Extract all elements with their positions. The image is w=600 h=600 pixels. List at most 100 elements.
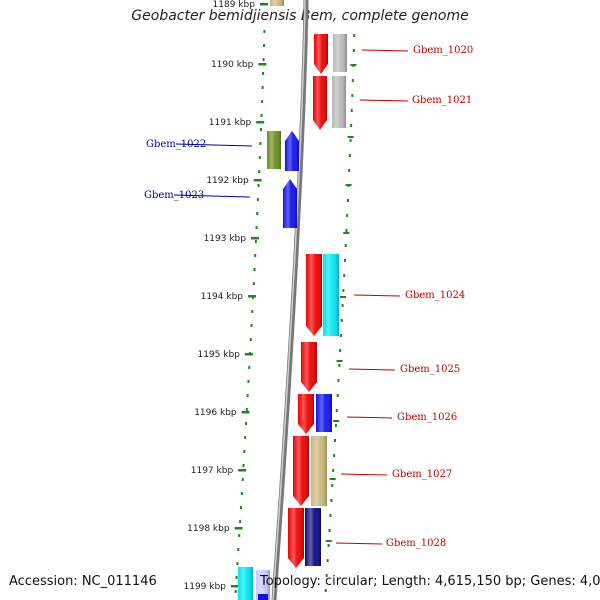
gene-label[interactable]: Gbem_1024 bbox=[405, 290, 465, 301]
tick-label: 1192 kbp bbox=[206, 176, 249, 186]
inner-guide-dot bbox=[262, 58, 265, 61]
tick-mark bbox=[234, 527, 243, 530]
tick-mark bbox=[248, 295, 257, 298]
gene-label[interactable]: Gbem_1025 bbox=[400, 364, 460, 375]
tick-mark bbox=[253, 179, 262, 182]
dotted-ring-guides bbox=[234, 30, 357, 593]
outer-guide-dot bbox=[328, 529, 331, 532]
tick-label: 1195 kbp bbox=[197, 350, 240, 360]
paired-feature-block bbox=[333, 34, 347, 72]
inner-guide-dot bbox=[235, 576, 238, 579]
topology-text: Topology: circular; Length: 4,615,150 bp… bbox=[260, 574, 600, 589]
tick-mark bbox=[230, 585, 239, 588]
outer-guide-dot bbox=[340, 319, 343, 322]
gene-label-leader bbox=[348, 368, 396, 371]
outer-guide-dot bbox=[332, 469, 335, 472]
tick-mark bbox=[258, 63, 267, 66]
gene-label-leader bbox=[173, 194, 251, 198]
genome-backbone bbox=[271, 0, 309, 600]
gene-label-leader bbox=[353, 294, 401, 297]
paired-feature-block bbox=[267, 131, 281, 169]
inner-guide-dot bbox=[250, 324, 253, 327]
tick-label: 1196 kbp bbox=[194, 408, 237, 418]
outer-guide-dot bbox=[337, 379, 340, 382]
outer-guide-dot bbox=[333, 454, 336, 457]
outer-guide-tick bbox=[333, 420, 340, 422]
inner-guide-dot bbox=[255, 226, 258, 229]
gene-label-leader bbox=[340, 473, 388, 476]
gene-arrow bbox=[288, 508, 304, 568]
inner-guide-dot bbox=[254, 240, 257, 243]
gene-arrow bbox=[283, 179, 297, 228]
tick-label: 1190 kbp bbox=[211, 60, 254, 70]
outer-guide-dot bbox=[343, 274, 346, 277]
gene-label[interactable]: Gbem_1020 bbox=[413, 45, 473, 56]
paired-feature-block bbox=[323, 254, 339, 336]
coordinate-ticks: 1189 kbp 1190 kbp 1191 kbp 1192 kbp 1193 kbp… bbox=[184, 0, 268, 592]
gene-arrow bbox=[293, 436, 309, 506]
inner-guide-dot bbox=[259, 128, 262, 131]
inner-guide-dot bbox=[248, 366, 251, 369]
inner-guide-dot bbox=[251, 310, 254, 313]
gene-label[interactable]: Gbem_1027 bbox=[392, 469, 452, 480]
outer-guide-tick bbox=[345, 184, 352, 186]
inner-guide-dot bbox=[259, 142, 262, 145]
partial-feature-bottom bbox=[256, 570, 270, 600]
gene-label[interactable]: Gbem_1023 bbox=[144, 190, 204, 201]
tick-mark bbox=[256, 121, 265, 124]
outer-guide-tick bbox=[340, 296, 347, 298]
tick-mark bbox=[244, 353, 253, 356]
accession-text: Accession: NC_011146 bbox=[9, 574, 157, 589]
gene-label[interactable]: Gbem_1021 bbox=[412, 95, 472, 106]
gene-label[interactable]: Gbem_1028 bbox=[386, 538, 446, 549]
tick-label: 1193 kbp bbox=[204, 234, 247, 244]
inner-guide-dot bbox=[245, 408, 248, 411]
outer-guide-dot bbox=[345, 229, 348, 232]
inner-guide-dot bbox=[260, 114, 263, 117]
gene-label[interactable]: Gbem_1026 bbox=[397, 412, 457, 423]
inner-guide-dot bbox=[252, 282, 255, 285]
tick-label: 1199 kbp bbox=[184, 582, 227, 592]
outer-guide-dot bbox=[343, 259, 346, 262]
outer-guide-dot bbox=[326, 559, 329, 562]
outer-guide-tick bbox=[336, 360, 343, 362]
inner-guide-dot bbox=[249, 338, 252, 341]
tick-mark bbox=[241, 411, 250, 414]
inner-guide-dot bbox=[237, 548, 240, 551]
gene-arrow bbox=[313, 76, 327, 130]
tick-label: 1197 kbp bbox=[191, 466, 234, 476]
outer-guide-dot bbox=[342, 289, 345, 292]
inner-guide-dot bbox=[244, 436, 247, 439]
outer-guide-dot bbox=[331, 484, 334, 487]
feature-tracks bbox=[238, 0, 347, 600]
outer-guide-dot bbox=[330, 499, 333, 502]
outer-guide-dot bbox=[341, 304, 344, 307]
genome-title: Geobacter bemidjiensis Bem, complete gen… bbox=[131, 8, 469, 24]
outer-guide-tick bbox=[343, 232, 350, 234]
gene-label[interactable]: Gbem_1022 bbox=[146, 139, 206, 150]
partial-feature-top bbox=[270, 0, 284, 6]
inner-guide-dot bbox=[256, 212, 259, 215]
backbone-line bbox=[271, 0, 309, 600]
inner-guide-dot bbox=[254, 254, 257, 257]
gene-arrow bbox=[298, 394, 314, 434]
tick-mark bbox=[250, 237, 259, 240]
inner-guide-dot bbox=[261, 100, 264, 103]
gene-labels: Gbem_1020 Gbem_1021 Gbem_1022 Gbem_1023 Gbem… bbox=[144, 45, 473, 549]
inner-guide-dot bbox=[258, 156, 261, 159]
paired-feature-block bbox=[316, 394, 332, 432]
outer-guide-dot bbox=[348, 169, 351, 172]
outer-guide-tick bbox=[325, 540, 332, 542]
tick-label: 1194 kbp bbox=[201, 292, 244, 302]
tick-label: 1191 kbp bbox=[209, 118, 252, 128]
inner-guide-dot bbox=[253, 268, 256, 271]
gene-label-leader bbox=[175, 143, 253, 147]
gene-arrow bbox=[301, 342, 317, 392]
gene-arrow bbox=[314, 34, 328, 74]
inner-guide-dot bbox=[242, 464, 245, 467]
outer-guide-dot bbox=[346, 199, 349, 202]
outer-guide-dot bbox=[339, 334, 342, 337]
tick-mark bbox=[259, 3, 268, 6]
inner-guide-dot bbox=[262, 72, 265, 75]
paired-feature-block bbox=[311, 436, 327, 506]
